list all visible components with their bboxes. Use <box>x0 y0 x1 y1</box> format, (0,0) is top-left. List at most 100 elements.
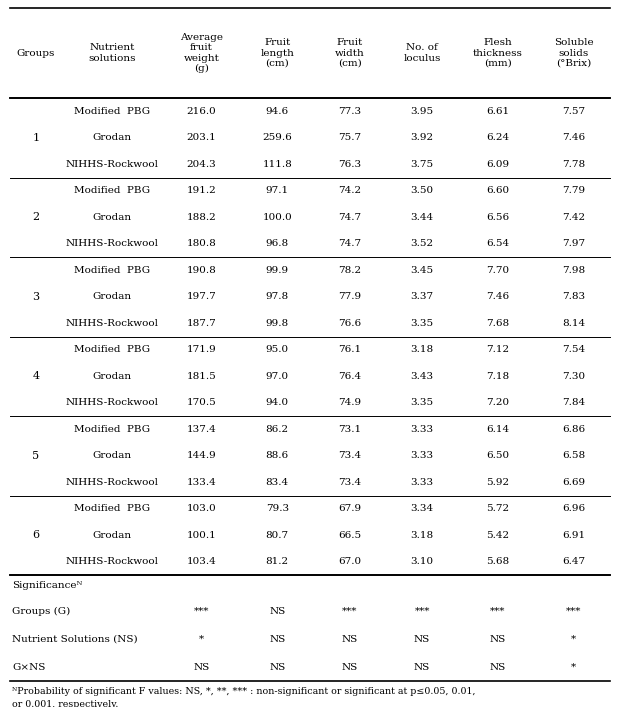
Text: NS: NS <box>342 662 358 672</box>
Text: NS: NS <box>414 662 430 672</box>
Text: 74.7: 74.7 <box>338 239 361 248</box>
Text: 7.18: 7.18 <box>486 372 509 381</box>
Text: Modified  PBG: Modified PBG <box>74 186 150 195</box>
Text: NIHHS-Rockwool: NIHHS-Rockwool <box>66 478 158 486</box>
Text: 4: 4 <box>32 371 40 381</box>
Text: 6.60: 6.60 <box>486 186 509 195</box>
Text: 77.9: 77.9 <box>338 292 361 301</box>
Text: NS: NS <box>269 662 286 672</box>
Text: 73.4: 73.4 <box>338 451 361 460</box>
Text: ***: *** <box>193 607 209 616</box>
Text: No. of
loculus: No. of loculus <box>404 43 441 63</box>
Text: *: * <box>571 662 577 672</box>
Text: 103.0: 103.0 <box>187 504 216 513</box>
Text: 7.70: 7.70 <box>486 266 509 275</box>
Text: 5: 5 <box>32 451 40 461</box>
Text: ***: *** <box>490 607 506 616</box>
Text: 181.5: 181.5 <box>187 372 216 381</box>
Text: 6.61: 6.61 <box>486 107 509 116</box>
Text: 7.68: 7.68 <box>486 319 509 328</box>
Text: 3.34: 3.34 <box>410 504 434 513</box>
Text: Grodan: Grodan <box>92 451 131 460</box>
Text: 76.4: 76.4 <box>338 372 361 381</box>
Text: 66.5: 66.5 <box>338 531 361 539</box>
Text: 3.18: 3.18 <box>410 531 434 539</box>
Text: Grodan: Grodan <box>92 292 131 301</box>
Text: 2: 2 <box>32 212 40 222</box>
Text: Nutrient Solutions (NS): Nutrient Solutions (NS) <box>12 634 138 643</box>
Text: 133.4: 133.4 <box>187 478 216 486</box>
Text: 3.92: 3.92 <box>410 133 434 142</box>
Text: Groups: Groups <box>17 49 55 57</box>
Text: 7.12: 7.12 <box>486 345 509 354</box>
Text: Grodan: Grodan <box>92 213 131 222</box>
Text: 3.75: 3.75 <box>410 160 434 169</box>
Text: 111.8: 111.8 <box>263 160 292 169</box>
Text: 191.2: 191.2 <box>187 186 216 195</box>
Text: 3.44: 3.44 <box>410 213 434 222</box>
Text: 170.5: 170.5 <box>187 398 216 407</box>
Text: Fruit
length
(cm): Fruit length (cm) <box>260 38 294 68</box>
Text: 6.58: 6.58 <box>562 451 585 460</box>
Text: 203.1: 203.1 <box>187 133 216 142</box>
Text: 6.56: 6.56 <box>486 213 509 222</box>
Text: Modified  PBG: Modified PBG <box>74 345 150 354</box>
Text: 6.69: 6.69 <box>562 478 585 486</box>
Text: Fruit
width
(cm): Fruit width (cm) <box>335 38 365 68</box>
Text: 6.91: 6.91 <box>562 531 585 539</box>
Text: 6.47: 6.47 <box>562 557 585 566</box>
Text: 97.0: 97.0 <box>266 372 289 381</box>
Text: Grodan: Grodan <box>92 372 131 381</box>
Text: NIHHS-Rockwool: NIHHS-Rockwool <box>66 160 158 169</box>
Text: 7.83: 7.83 <box>562 292 585 301</box>
Text: 3.50: 3.50 <box>410 186 434 195</box>
Text: NIHHS-Rockwool: NIHHS-Rockwool <box>66 398 158 407</box>
Text: 216.0: 216.0 <box>187 107 216 116</box>
Text: 7.78: 7.78 <box>562 160 585 169</box>
Text: *: * <box>199 634 204 643</box>
Text: 187.7: 187.7 <box>187 319 216 328</box>
Text: NS: NS <box>414 634 430 643</box>
Text: or 0.001, respectively.: or 0.001, respectively. <box>12 700 119 707</box>
Text: 7.46: 7.46 <box>486 292 509 301</box>
Text: Average
fruit
weight
(g): Average fruit weight (g) <box>180 33 223 74</box>
Text: 197.7: 197.7 <box>187 292 216 301</box>
Text: 7.20: 7.20 <box>486 398 509 407</box>
Text: NIHHS-Rockwool: NIHHS-Rockwool <box>66 557 158 566</box>
Text: 79.3: 79.3 <box>266 504 289 513</box>
Text: NIHHS-Rockwool: NIHHS-Rockwool <box>66 319 158 328</box>
Text: 6.50: 6.50 <box>486 451 509 460</box>
Text: 3.45: 3.45 <box>410 266 434 275</box>
Text: ***: *** <box>342 607 357 616</box>
Text: 7.54: 7.54 <box>562 345 585 354</box>
Text: NS: NS <box>490 662 506 672</box>
Text: 190.8: 190.8 <box>187 266 216 275</box>
Text: 97.8: 97.8 <box>266 292 289 301</box>
Text: 137.4: 137.4 <box>187 425 216 434</box>
Text: 180.8: 180.8 <box>187 239 216 248</box>
Text: 3.35: 3.35 <box>410 319 434 328</box>
Text: 99.9: 99.9 <box>266 266 289 275</box>
Text: 7.84: 7.84 <box>562 398 585 407</box>
Text: 76.6: 76.6 <box>338 319 361 328</box>
Text: 5.68: 5.68 <box>486 557 509 566</box>
Text: NS: NS <box>490 634 506 643</box>
Text: 5.92: 5.92 <box>486 478 509 486</box>
Text: 3.43: 3.43 <box>410 372 434 381</box>
Text: 83.4: 83.4 <box>266 478 289 486</box>
Text: Flesh
thickness
(mm): Flesh thickness (mm) <box>473 38 523 68</box>
Text: 188.2: 188.2 <box>187 213 216 222</box>
Text: 6.14: 6.14 <box>486 425 509 434</box>
Text: 6.96: 6.96 <box>562 504 585 513</box>
Text: Grodan: Grodan <box>92 531 131 539</box>
Text: 7.98: 7.98 <box>562 266 585 275</box>
Text: 7.97: 7.97 <box>562 239 585 248</box>
Text: Modified  PBG: Modified PBG <box>74 425 150 434</box>
Text: 81.2: 81.2 <box>266 557 289 566</box>
Text: Nutrient
solutions: Nutrient solutions <box>88 43 135 63</box>
Text: 96.8: 96.8 <box>266 239 289 248</box>
Text: 7.42: 7.42 <box>562 213 585 222</box>
Text: G×NS: G×NS <box>12 662 45 672</box>
Text: 6.09: 6.09 <box>486 160 509 169</box>
Text: NIHHS-Rockwool: NIHHS-Rockwool <box>66 239 158 248</box>
